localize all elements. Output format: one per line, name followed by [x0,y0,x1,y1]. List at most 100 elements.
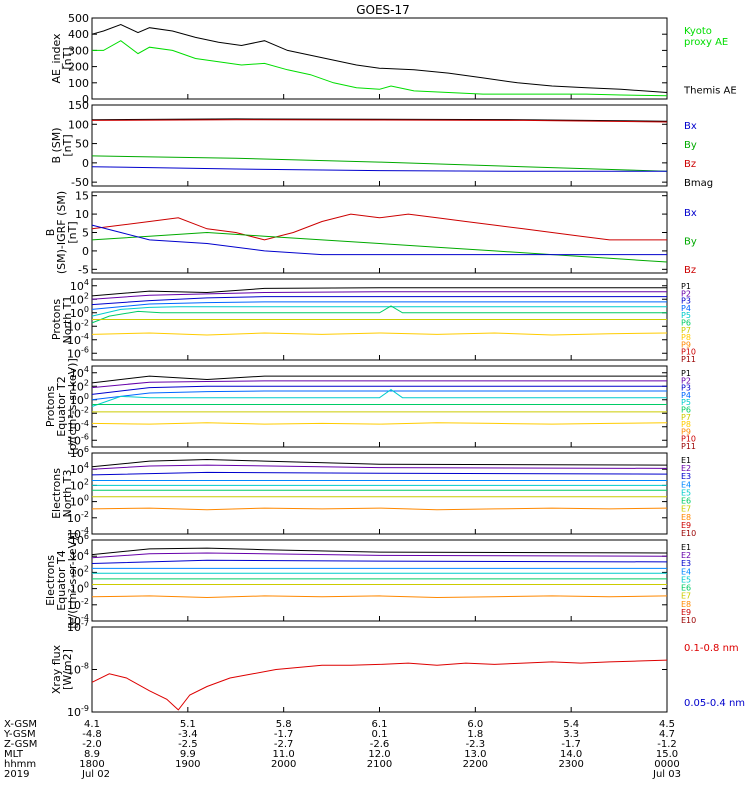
legend-entry: Bx [684,121,697,132]
x-axis-row-label: hhmm [4,759,36,770]
x-axis-value: 6.0 [467,719,483,730]
y-axis-label-line: [nT] [61,134,74,156]
legend-entry: E7 [681,592,691,601]
y-tick-exponent: -4 [81,526,89,535]
series-line-bx [91,224,667,256]
legend-entry: P10 [681,348,696,357]
x-axis-value: -4.8 [82,729,102,740]
legend-entry: E7 [681,505,691,514]
y-tick-label: 106 [70,445,89,460]
y-tick-exponent: -2 [81,405,89,414]
y-axis-label-line: [p/(cm²-s-sr-keV)] [66,358,79,455]
legend-entry: Bmag [684,178,713,189]
legend-entry: E8 [681,600,691,609]
legend-entry: P5 [681,398,691,407]
x-axis-value: 4.7 [659,729,675,740]
series-line-p6 [91,305,667,324]
series-line-by [91,231,668,263]
legend-entry: E5 [681,488,691,497]
legend-entry: Bx [684,208,697,219]
series-line-bx [91,166,667,172]
x-axis-value: 2100 [367,759,392,770]
series-line-e3 [91,471,668,476]
y-tick-label: 10-7 [67,619,89,634]
y-tick-exponent: 2 [84,378,89,387]
series-line-p2 [91,291,667,300]
x-axis-value: 1900 [175,759,200,770]
x-axis-value: 1.8 [467,729,483,740]
legend-entry: P7 [681,326,691,335]
y-tick-exponent: -7 [81,619,89,628]
legend-entry: E8 [681,513,691,522]
x-axis-value: -2.5 [178,739,198,750]
legend-entry: P11 [681,442,696,451]
series-line-p4 [91,390,667,401]
y-axis-label-line: Protons [44,386,57,427]
panel-frame [91,626,668,713]
legend-entry: E1 [681,543,691,552]
x-axis-value: 8.9 [84,749,100,760]
y-tick-label: 200 [68,61,89,74]
y-axis-label-line: North T3 [61,470,74,518]
legend-line: Kyoto [684,26,712,37]
legend-entry: E6 [681,584,691,593]
y-tick-exponent: 0 [84,392,89,401]
y-axis-label-line: B (SM) [50,127,63,163]
y-tick-label: 0 [82,157,89,170]
legend-entry: 0.1-0.8 nm [684,643,739,654]
y-tick-exponent: -4 [81,419,89,428]
legend-entry: P1 [681,282,691,291]
legend-entry: P7 [681,413,691,422]
y-tick-exponent: 6 [84,445,89,454]
x-axis-value: 4.1 [84,719,100,730]
y-axis-label-line: Electrons [50,468,63,519]
legend-entry: Themis AE [683,85,737,96]
legend-entry: P8 [681,333,691,342]
x-axis-value: 12.0 [368,749,390,760]
y-axis-label: ElectronsEquator T4[e/(cm²-s-sr-keV)] [44,532,79,628]
panel-frame [91,104,668,187]
y-axis-label: ProtonsNorth T1 [50,296,74,344]
legend-entry: P4 [681,304,691,313]
series-line-themis-ae [91,23,668,93]
x-axis-value: 14.0 [560,749,582,760]
y-tick-label: 500 [68,12,89,25]
legend-entry: Kyoto proxy AE [684,26,728,48]
y-tick-label: 10-9 [67,704,89,719]
legend-entry: P10 [681,435,696,444]
y-tick-exponent: -8 [81,662,89,671]
y-tick-label: 400 [68,28,89,41]
y-tick-label: 100 [68,118,89,131]
y-tick-label: 10 [75,208,89,221]
series-line-p5 [91,306,667,317]
x-axis-value: 2200 [463,759,488,770]
legend-entry: E4 [681,480,691,489]
y-tick-label: 50 [75,138,89,151]
legend-entry: E3 [681,472,691,481]
y-axis-label-line: B [44,229,57,237]
series-line-p3 [91,296,667,306]
x-axis-value: -3.4 [178,729,198,740]
series-line-0-1-0-8-nm [91,659,668,711]
x-axis-value: 2000 [271,759,296,770]
series-line-p3 [91,385,667,395]
legend-entry: P2 [681,289,691,298]
legend-entry: E9 [681,521,691,530]
x-axis-value: 9.9 [180,749,196,760]
x-axis-value: 1800 [79,759,104,770]
y-tick-exponent: -6 [81,345,89,354]
x-axis-value: 0000 [654,759,679,770]
y-axis-label-line: [nT] [61,47,74,69]
x-axis-value: -1.2 [657,739,677,750]
y-tick-label: 0 [82,93,89,106]
y-tick-exponent: -6 [81,432,89,441]
y-tick-label: 100 [68,77,89,90]
y-tick-label: 300 [68,44,89,57]
x-axis-value: 5.1 [180,719,196,730]
legend-entry: P11 [681,355,696,364]
series-line-bz [91,119,668,123]
